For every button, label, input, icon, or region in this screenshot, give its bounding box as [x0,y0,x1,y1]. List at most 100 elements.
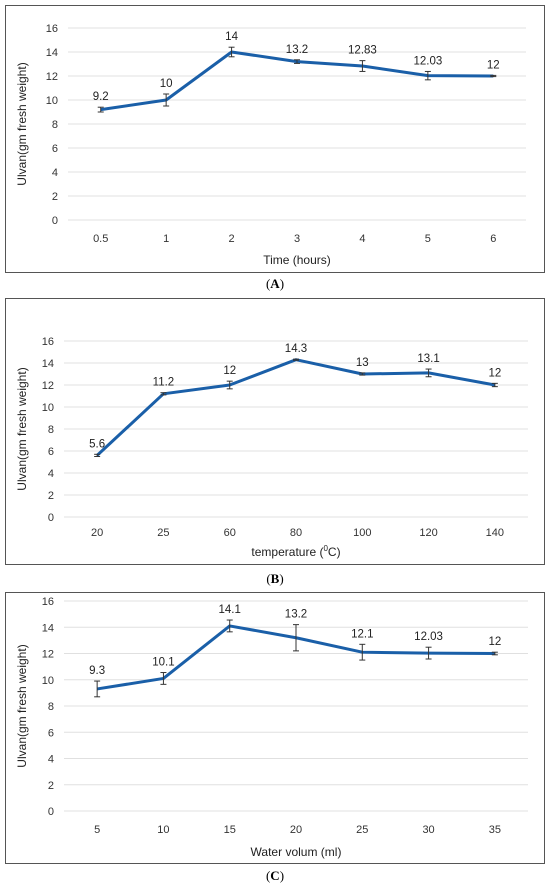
y-tick-label: 16 [46,23,58,35]
data-label: 13 [356,357,369,369]
caption-a: (A) [265,276,285,291]
y-tick-label: 12 [42,649,54,661]
x-tick-label: 2 [229,233,235,245]
x-tick-label: 15 [224,824,236,836]
x-tick-label: 80 [290,527,302,539]
y-tick-label: 8 [48,701,54,713]
y-tick-label: 10 [42,675,54,687]
y-tick-label: 0 [48,806,54,818]
caption-b-letter: B [270,571,280,586]
x-tick-label: 3 [294,233,300,245]
data-label: 12 [488,636,501,648]
x-tick-label: 1 [163,233,169,245]
caption-c: (C) [265,868,285,883]
y-tick-label: 12 [42,380,54,392]
y-tick-label: 12 [46,71,58,83]
x-tick-label: 10 [157,824,169,836]
y-tick-label: 2 [48,780,54,792]
data-label: 14.3 [285,343,307,355]
y-tick-label: 2 [52,191,58,203]
series-line [96,358,496,457]
data-label: 12.83 [348,45,377,57]
x-axis-label: Water volum (ml) [251,845,342,859]
x-tick-label: 30 [422,824,434,836]
y-tick-label: 14 [46,47,58,59]
x-tick-label: 100 [353,527,371,539]
x-tick-label: 60 [224,527,236,539]
y-tick-label: 0 [52,215,58,227]
error-bar [491,382,498,388]
data-label: 12 [487,59,500,71]
y-tick-label: 4 [52,167,58,179]
data-label: 12 [488,367,501,379]
data-label: 12.1 [351,628,373,640]
y-axis-label: Ulvan(gm fresh weight) [15,62,29,185]
x-tick-label: 25 [157,527,169,539]
y-tick-label: 16 [42,596,54,608]
data-label: 11.2 [153,377,175,389]
data-label: 12 [223,365,236,377]
data-label: 13.1 [417,353,439,365]
x-tick-label: 35 [489,824,501,836]
y-tick-label: 0 [48,512,54,524]
data-label: 13.2 [286,44,308,56]
y-tick-label: 6 [48,727,54,739]
error-bar [160,672,167,685]
x-axis-label-part: temperature ( [251,545,323,559]
y-tick-label: 2 [48,490,54,502]
y-tick-label: 16 [42,336,54,348]
error-bar [226,380,233,390]
chart-panel-a: 0 2 4 6 8 10 12 14 16 0.5 1 2 3 4 5 6 9.2 10 14 13.2 12.83 12… [5,5,545,273]
data-label: 9.3 [89,665,105,677]
x-axis-label-superscript: 0 [323,544,328,553]
error-bar [97,106,104,113]
error-bar [425,646,432,660]
error-bar [293,624,299,652]
y-tick-label: 8 [48,424,54,436]
data-label: 9.2 [93,91,109,103]
x-tick-label: 4 [359,233,365,245]
error-bar [226,619,233,633]
data-label: 13.2 [285,609,307,621]
x-tick-label: 140 [486,527,504,539]
y-tick-label: 4 [48,754,54,766]
error-bar [94,453,101,457]
caption-b: (B) [266,571,284,586]
chart-panel-b: 0 2 4 6 8 10 12 14 16 20 25 60 80 100 120 140 5.6 11.2 12 1… [5,298,545,565]
y-tick-label: 14 [42,622,54,634]
x-tick-label: 20 [91,527,103,539]
error-bar [490,74,497,78]
y-tick-label: 14 [42,358,54,370]
caption-a-letter: A [270,276,280,291]
y-tick-label: 10 [46,95,58,107]
data-label: 14.1 [219,604,241,616]
data-label: 5.6 [89,438,105,450]
error-bar [228,46,235,58]
data-label: 12.03 [414,631,443,643]
x-tick-label: 0.5 [93,233,108,245]
x-axis-label: Time (hours) [263,253,331,267]
data-label: 10.1 [152,657,174,669]
y-tick-label: 6 [48,446,54,458]
x-axis-label-part: C) [328,545,341,559]
caption-c-letter: C [270,868,280,883]
x-tick-label: 6 [490,233,496,245]
error-bar [359,372,366,376]
error-bar [94,680,101,698]
error-bar [491,651,498,656]
data-label: 10 [160,78,173,90]
x-tick-label: 20 [290,824,302,836]
y-axis-label: Ulvan(gm fresh weight) [15,367,29,490]
error-bar [359,643,366,661]
error-bar [163,93,170,107]
y-tick-label: 10 [42,402,54,414]
x-tick-label: 5 [94,824,100,836]
chart-c: 0 2 4 6 8 10 12 14 16 5 10 15 20 25 30 35 9.3 10.1 14.1 13.… [15,596,528,859]
data-label: 12.03 [413,55,442,67]
chart-panel-c: 0 2 4 6 8 10 12 14 16 5 10 15 20 25 30 35 9.3 10.1 14.1 13.… [5,592,545,864]
x-tick-label: 25 [356,824,368,836]
y-tick-label: 8 [52,119,58,131]
error-bar [160,392,167,396]
